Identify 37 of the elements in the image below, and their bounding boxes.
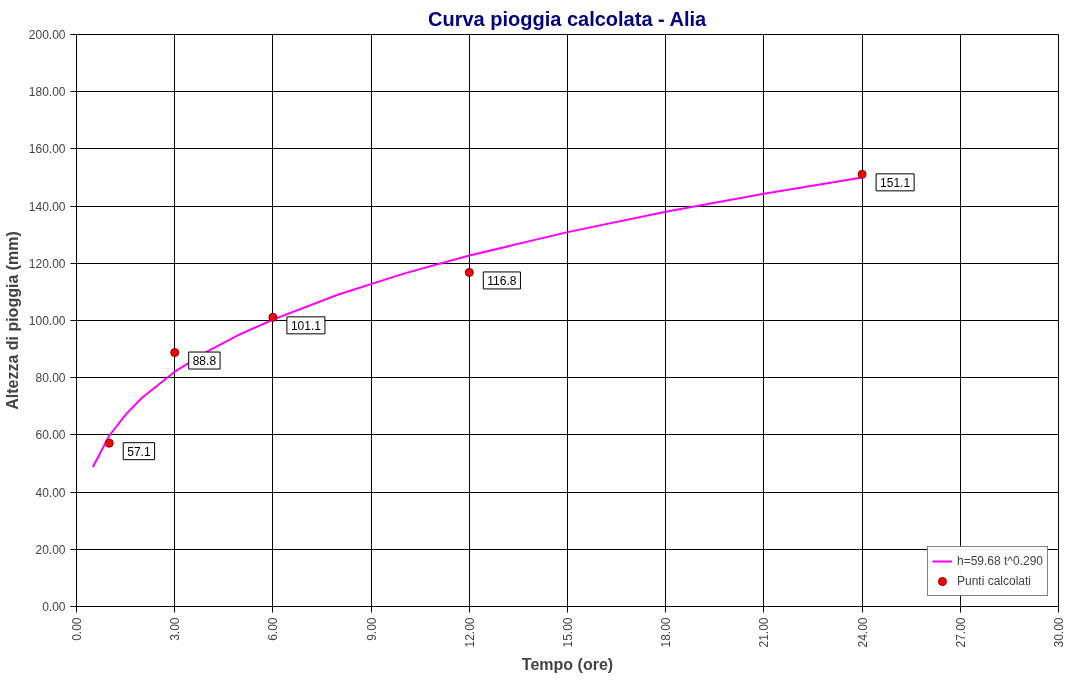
y-tick-label: 100.00 xyxy=(28,314,66,328)
y-tick-label: 200.00 xyxy=(28,28,66,42)
point xyxy=(268,312,278,322)
y-tick-label: 40.00 xyxy=(35,485,66,500)
y-tick-label: 80.00 xyxy=(35,371,66,386)
data-label: 101.1 xyxy=(290,318,322,333)
x-tick-label: 3.00 xyxy=(168,617,183,641)
y-tick-label: 120.00 xyxy=(28,256,66,271)
legend-label: h=59.68 t^0.290 xyxy=(956,554,1043,568)
y-axis-title: Altezza di pioggia (mm) xyxy=(3,231,21,410)
point xyxy=(170,348,180,358)
point xyxy=(857,169,867,179)
data-label: 88.8 xyxy=(192,354,217,369)
x-axis-title: Tempo (ore) xyxy=(521,655,614,673)
data-label: 57.1 xyxy=(127,444,151,459)
x-tick-label: 18.00 xyxy=(659,617,674,648)
x-tick-label: 6.00 xyxy=(266,617,281,641)
data-label: 151.1 xyxy=(880,175,911,190)
x-tick-label: 27.00 xyxy=(953,617,968,648)
y-tick-label: 180.00 xyxy=(28,85,66,100)
chart-title: Curva pioggia calcolata - Alia xyxy=(428,7,708,30)
x-tick-label: 0.00 xyxy=(70,617,84,641)
x-tick-label: 30.00 xyxy=(1052,617,1066,648)
x-tick-label: 21.00 xyxy=(757,617,772,648)
y-tick-label: 140.00 xyxy=(28,199,66,214)
point xyxy=(464,267,474,277)
y-tick-label: 0.00 xyxy=(42,600,66,614)
x-tick-label: 24.00 xyxy=(855,617,870,648)
y-tick-label: 20.00 xyxy=(35,542,66,557)
data-label: 116.8 xyxy=(487,273,517,288)
x-tick-label: 12.00 xyxy=(462,617,477,648)
y-tick-label: 160.00 xyxy=(28,142,66,157)
point xyxy=(104,438,114,448)
legend-label: Punti calcolati xyxy=(956,574,1031,588)
y-tick-label: 60.00 xyxy=(35,428,66,443)
x-tick-label: 9.00 xyxy=(364,617,379,641)
x-tick-label: 15.00 xyxy=(561,617,575,648)
